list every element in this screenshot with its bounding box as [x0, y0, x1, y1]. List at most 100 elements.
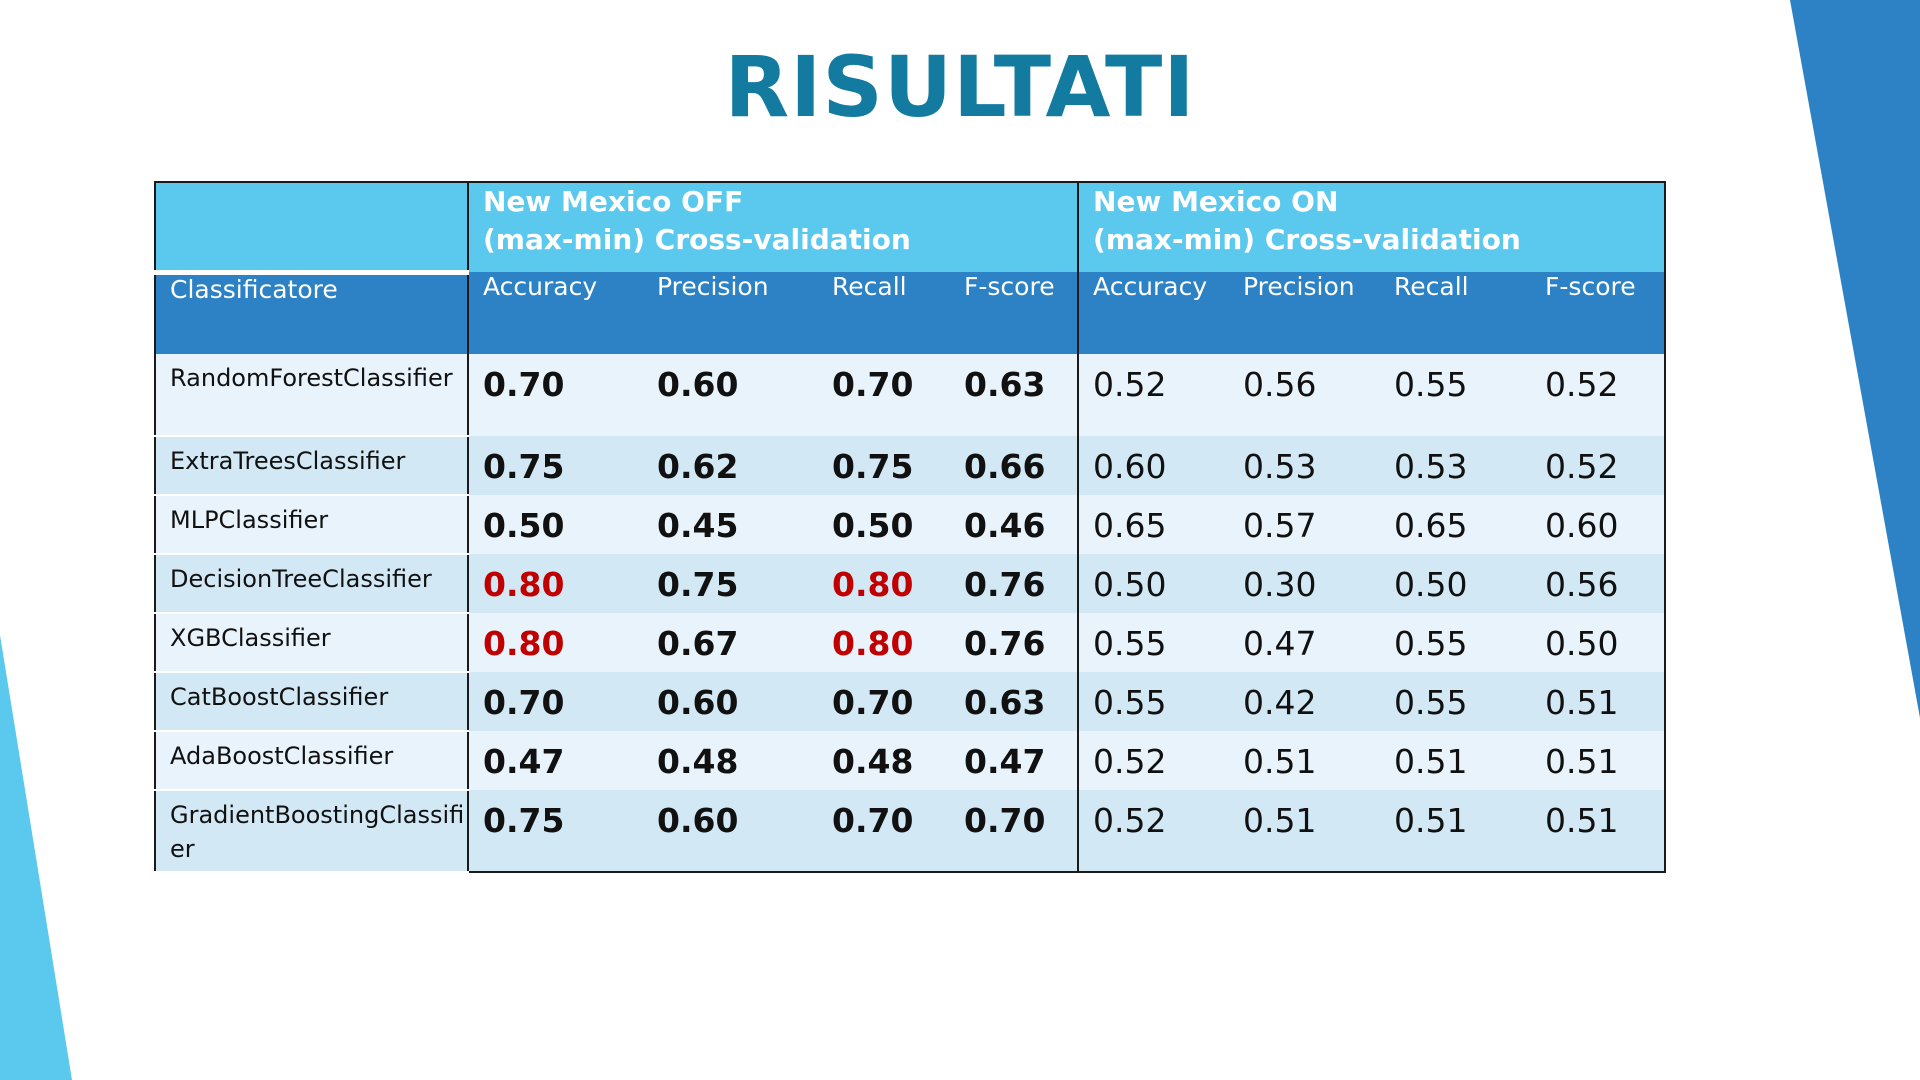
- off-fscore-value: 0.46: [950, 495, 1079, 554]
- on-accuracy-value: 0.60: [1077, 436, 1230, 495]
- on-fscore-value: 0.52: [1531, 436, 1666, 495]
- off-recall-value-highlighted: 0.80: [818, 554, 950, 613]
- column-header-on-recall: Recall: [1380, 272, 1532, 354]
- off-fscore-value: 0.63: [950, 672, 1079, 731]
- on-recall-value: 0.53: [1380, 436, 1532, 495]
- off-accuracy-value: 0.47: [468, 731, 643, 790]
- table-row: AdaBoostClassifier 0.47 0.48 0.48 0.47 0…: [155, 731, 1666, 791]
- off-recall-value: 0.48: [818, 731, 950, 790]
- off-precision-value: 0.67: [643, 613, 818, 672]
- off-recall-value: 0.70: [818, 672, 950, 731]
- on-precision-value: 0.53: [1229, 436, 1381, 495]
- classifier-name: RandomForestClassifier: [155, 354, 469, 437]
- table-row: MLPClassifier 0.50 0.45 0.50 0.46 0.65 0…: [155, 495, 1666, 555]
- off-fscore-value: 0.47: [950, 731, 1079, 790]
- group-on-line1: New Mexico ON: [1093, 185, 1339, 218]
- on-accuracy-value: 0.55: [1077, 672, 1230, 731]
- on-precision-value: 0.47: [1229, 613, 1381, 672]
- column-header-classifier: Classificatore: [155, 272, 468, 354]
- table-row: GradientBoostingClassifier 0.75 0.60 0.7…: [155, 790, 1666, 873]
- off-fscore-value: 0.63: [950, 354, 1079, 436]
- classifier-name: CatBoostClassifier: [155, 672, 469, 732]
- off-fscore-value: 0.76: [950, 554, 1079, 613]
- on-fscore-value: 0.51: [1531, 790, 1666, 872]
- classifier-name: GradientBoostingClassifier: [155, 790, 469, 873]
- off-fscore-value: 0.66: [950, 436, 1079, 495]
- on-recall-value: 0.55: [1380, 613, 1532, 672]
- table-row: CatBoostClassifier 0.70 0.60 0.70 0.63 0…: [155, 672, 1666, 732]
- table-row: XGBClassifier 0.80 0.67 0.80 0.76 0.55 0…: [155, 613, 1666, 673]
- off-accuracy-value-highlighted: 0.80: [468, 613, 643, 672]
- on-fscore-value: 0.51: [1531, 672, 1666, 731]
- on-fscore-value: 0.50: [1531, 613, 1666, 672]
- column-header-on-accuracy: Accuracy: [1077, 272, 1230, 354]
- column-header-off-recall: Recall: [818, 272, 950, 354]
- off-recall-value: 0.70: [818, 354, 950, 436]
- table-row: ExtraTreesClassifier 0.75 0.62 0.75 0.66…: [155, 436, 1666, 496]
- on-recall-value: 0.50: [1380, 554, 1532, 613]
- group-header-on: New Mexico ON (max-min) Cross-validation: [1078, 182, 1666, 272]
- on-precision-value: 0.42: [1229, 672, 1381, 731]
- on-accuracy-value: 0.50: [1077, 554, 1230, 613]
- off-precision-value: 0.60: [643, 672, 818, 731]
- off-accuracy-value: 0.75: [468, 790, 643, 872]
- group-header-row: New Mexico OFF (max-min) Cross-validatio…: [155, 182, 1666, 275]
- column-header-on-fscore: F-score: [1531, 272, 1666, 354]
- on-accuracy-value: 0.52: [1077, 790, 1230, 872]
- off-recall-value: 0.50: [818, 495, 950, 554]
- off-precision-value: 0.48: [643, 731, 818, 790]
- on-fscore-value: 0.60: [1531, 495, 1666, 554]
- classifier-name: XGBClassifier: [155, 613, 469, 673]
- on-fscore-value: 0.56: [1531, 554, 1666, 613]
- on-precision-value: 0.57: [1229, 495, 1381, 554]
- off-precision-value: 0.60: [643, 354, 818, 436]
- on-recall-value: 0.65: [1380, 495, 1532, 554]
- off-precision-value: 0.45: [643, 495, 818, 554]
- off-accuracy-value: 0.75: [468, 436, 643, 495]
- off-precision-value: 0.75: [643, 554, 818, 613]
- classifier-name: MLPClassifier: [155, 495, 469, 555]
- group-off-line2: (max-min) Cross-validation: [483, 223, 911, 256]
- column-header-off-fscore: F-score: [950, 272, 1079, 354]
- classifier-name: ExtraTreesClassifier: [155, 436, 469, 496]
- group-header-off: New Mexico OFF (max-min) Cross-validatio…: [466, 182, 1080, 272]
- slide-title: RISULTATI: [724, 38, 1196, 136]
- on-precision-value: 0.51: [1229, 790, 1381, 872]
- off-accuracy-value: 0.70: [468, 354, 643, 436]
- left-accent-shape: [0, 635, 72, 1080]
- on-recall-value: 0.51: [1380, 731, 1532, 790]
- on-precision-value: 0.56: [1229, 354, 1381, 436]
- column-header-off-precision: Precision: [643, 272, 818, 354]
- on-accuracy-value: 0.65: [1077, 495, 1230, 554]
- table-row: RandomForestClassifier 0.70 0.60 0.70 0.…: [155, 354, 1666, 437]
- column-header-on-precision: Precision: [1229, 272, 1381, 354]
- off-accuracy-value-highlighted: 0.80: [468, 554, 643, 613]
- off-precision-value: 0.62: [643, 436, 818, 495]
- off-recall-value: 0.70: [818, 790, 950, 872]
- on-recall-value: 0.51: [1380, 790, 1532, 872]
- results-table: New Mexico OFF (max-min) Cross-validatio…: [154, 181, 1667, 873]
- on-accuracy-value: 0.55: [1077, 613, 1230, 672]
- right-accent-shape: [1790, 0, 1920, 718]
- on-fscore-value: 0.52: [1531, 354, 1666, 436]
- column-header-off-accuracy: Accuracy: [467, 272, 643, 354]
- off-recall-value: 0.75: [818, 436, 950, 495]
- on-precision-value: 0.30: [1229, 554, 1381, 613]
- off-accuracy-value: 0.50: [468, 495, 643, 554]
- on-precision-value: 0.51: [1229, 731, 1381, 790]
- on-accuracy-value: 0.52: [1077, 731, 1230, 790]
- on-fscore-value: 0.51: [1531, 731, 1666, 790]
- classifier-name: AdaBoostClassifier: [155, 731, 469, 791]
- group-on-line2: (max-min) Cross-validation: [1093, 223, 1521, 256]
- off-fscore-value: 0.70: [950, 790, 1079, 872]
- off-accuracy-value: 0.70: [468, 672, 643, 731]
- table-row: DecisionTreeClassifier 0.80 0.75 0.80 0.…: [155, 554, 1666, 614]
- classifier-name: DecisionTreeClassifier: [155, 554, 469, 614]
- off-fscore-value: 0.76: [950, 613, 1079, 672]
- corner-cell: [155, 182, 468, 275]
- on-recall-value: 0.55: [1380, 672, 1532, 731]
- group-off-line1: New Mexico OFF: [483, 185, 744, 218]
- on-recall-value: 0.55: [1380, 354, 1532, 436]
